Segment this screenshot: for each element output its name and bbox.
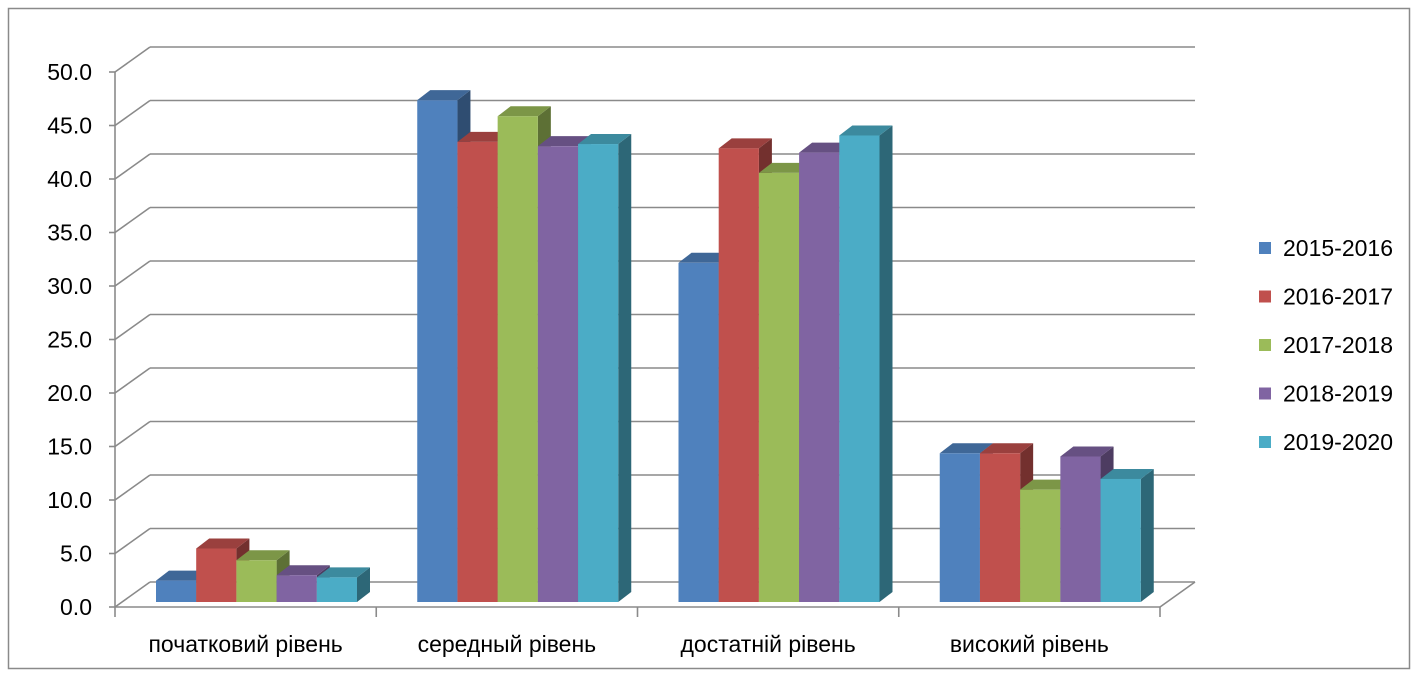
bar-side bbox=[879, 125, 893, 602]
bar-side bbox=[357, 567, 370, 602]
category-label: початковий рівень bbox=[148, 631, 342, 657]
axes: 0.0 5.0 10.0 15.0 20.0 25.0 30.0 35.0 40.0 45.0 50… bbox=[47, 59, 1196, 657]
bar-front bbox=[156, 580, 197, 602]
bar-top bbox=[156, 570, 210, 581]
bar-top bbox=[537, 136, 592, 147]
legend-swatch bbox=[1259, 436, 1271, 448]
side-wall-line bbox=[114, 206, 151, 234]
bar-front bbox=[718, 148, 759, 602]
bar-front bbox=[1060, 456, 1101, 602]
category-label: високий рівень bbox=[950, 631, 1109, 657]
bar-top bbox=[236, 550, 290, 561]
side-wall-line bbox=[114, 313, 151, 341]
y-tick-label: 25.0 bbox=[47, 327, 92, 353]
legend-label: 2017-2018 bbox=[1283, 332, 1393, 358]
bar-top bbox=[316, 567, 370, 578]
bar-front bbox=[276, 575, 317, 602]
legend-item: 2017-2018 bbox=[1259, 332, 1393, 358]
bar-top bbox=[979, 443, 1034, 454]
side-wall-line bbox=[114, 474, 151, 501]
side-wall-line bbox=[114, 99, 151, 127]
y-tick-label: 35.0 bbox=[47, 220, 92, 246]
bar-top bbox=[839, 125, 893, 136]
bar-front bbox=[236, 560, 277, 602]
y-tick-label: 30.0 bbox=[47, 273, 92, 299]
bar-front bbox=[678, 262, 719, 602]
bar-front bbox=[578, 144, 619, 603]
y-tick-label: 10.0 bbox=[47, 487, 92, 513]
legend-swatch bbox=[1259, 290, 1271, 303]
bar-front bbox=[457, 141, 498, 602]
legend-label: 2019-2020 bbox=[1283, 429, 1393, 455]
bar-front bbox=[497, 116, 538, 602]
bar-top bbox=[939, 443, 993, 454]
bar-top bbox=[718, 138, 772, 149]
bar-top bbox=[1060, 446, 1114, 457]
legend-item: 2016-2017 bbox=[1259, 284, 1393, 310]
y-tick-label: 40.0 bbox=[47, 166, 92, 192]
bars bbox=[156, 90, 1154, 603]
bar-top bbox=[1020, 479, 1074, 490]
bar-front bbox=[316, 577, 357, 602]
y-tick-label: 50.0 bbox=[47, 59, 92, 85]
bar-front bbox=[799, 152, 840, 602]
legend-item: 2019-2020 bbox=[1259, 429, 1393, 455]
legend-item: 2015-2016 bbox=[1259, 235, 1393, 261]
y-tick-label: 15.0 bbox=[47, 434, 92, 460]
legend-item: 2018-2019 bbox=[1259, 381, 1393, 407]
bar bbox=[578, 134, 632, 603]
bar-front bbox=[939, 453, 980, 602]
legend-label: 2015-2016 bbox=[1283, 235, 1393, 261]
side-wall-line bbox=[114, 527, 151, 555]
bar-top bbox=[196, 538, 250, 549]
bar-front bbox=[839, 135, 880, 603]
bar-top bbox=[457, 131, 511, 142]
bar-top bbox=[497, 106, 551, 117]
bar-top bbox=[678, 252, 732, 263]
category-label: середный рівень bbox=[418, 631, 597, 657]
bar bbox=[839, 125, 893, 603]
bar-front bbox=[196, 548, 237, 602]
legend-swatch bbox=[1259, 387, 1271, 400]
bar-top bbox=[1100, 468, 1154, 479]
legend-label: 2018-2019 bbox=[1283, 381, 1393, 407]
bar-top bbox=[758, 162, 813, 173]
side-wall-line bbox=[114, 581, 151, 608]
legend-swatch bbox=[1259, 242, 1271, 254]
bar-front bbox=[979, 453, 1021, 602]
bar-front bbox=[758, 172, 800, 602]
bar-top bbox=[276, 565, 330, 576]
y-tick-label: 45.0 bbox=[47, 113, 92, 139]
bar-front bbox=[417, 100, 458, 603]
side-wall-line bbox=[114, 153, 151, 180]
bar bbox=[316, 567, 370, 602]
side-wall-line bbox=[114, 46, 151, 73]
y-tick-label: 0.0 bbox=[60, 594, 92, 620]
bar-front bbox=[1020, 489, 1061, 602]
bar-front bbox=[1100, 478, 1141, 602]
y-tick-label: 20.0 bbox=[47, 380, 92, 406]
side-wall-line bbox=[114, 420, 151, 448]
category-label: достатній рівень bbox=[681, 631, 856, 657]
side-wall-line bbox=[114, 260, 151, 287]
legend-swatch bbox=[1259, 339, 1271, 351]
bar-top bbox=[578, 134, 632, 145]
bar-top bbox=[417, 90, 471, 101]
bar-front bbox=[537, 146, 579, 602]
legend-label: 2016-2017 bbox=[1283, 284, 1393, 310]
bar-top bbox=[799, 142, 853, 153]
bar-side bbox=[1140, 468, 1154, 602]
side-wall-line bbox=[114, 367, 151, 394]
legend: 2015-2016 2016-2017 2017-2018 2018-2019 2019… bbox=[1259, 235, 1393, 455]
y-tick-label: 5.0 bbox=[60, 541, 92, 567]
floor-right-edge bbox=[1159, 581, 1196, 608]
bar bbox=[1100, 468, 1154, 602]
bar-side bbox=[618, 134, 632, 603]
